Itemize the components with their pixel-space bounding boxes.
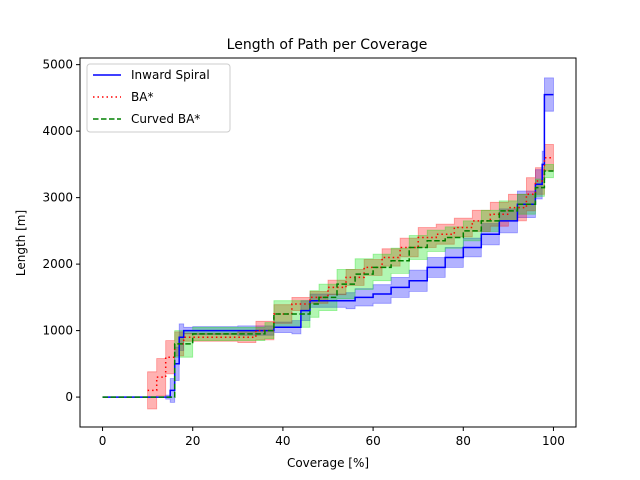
y-tick-label: 1000 (42, 324, 73, 338)
x-tick-label: 100 (542, 434, 565, 448)
y-tick-label: 5000 (42, 58, 73, 72)
x-tick-label: 80 (456, 434, 471, 448)
y-tick-label: 2000 (42, 257, 73, 271)
y-tick-label: 4000 (42, 124, 73, 138)
x-tick-label: 0 (99, 434, 107, 448)
x-tick-label: 20 (185, 434, 200, 448)
legend-label-inward-spiral: Inward Spiral (131, 68, 210, 82)
x-axis-label: Coverage [%] (287, 456, 369, 470)
series-line-inward-spiral (102, 93, 554, 398)
legend-label-ba-star: BA* (131, 90, 153, 104)
chart-title: Length of Path per Coverage (227, 37, 428, 53)
legend-label-curved-ba-star: Curved BA* (131, 112, 200, 126)
x-tick-label: 40 (275, 434, 290, 448)
y-tick-label: 3000 (42, 191, 73, 205)
y-axis-label: Length [m] (14, 210, 28, 276)
series-line-curved-ba- (102, 170, 554, 398)
legend-box (86, 63, 231, 133)
legend: Inward Spiral BA* Curved BA* (86, 63, 231, 133)
series-line-ba- (147, 156, 554, 392)
y-tick-label: 0 (65, 390, 73, 404)
x-tick-label: 60 (365, 434, 380, 448)
plot-frame (79, 57, 577, 428)
